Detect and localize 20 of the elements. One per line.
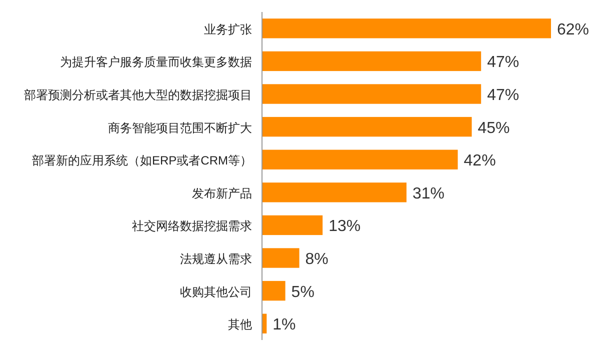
data-label: 1%: [272, 316, 296, 334]
y-tick-label: 商务智能项目范围不断扩大: [108, 120, 252, 135]
y-tick-label: 为提升客户服务质量而收集更多数据: [60, 55, 252, 70]
y-tick-label: 业务扩张: [204, 22, 252, 36]
data-label: 62%: [557, 21, 590, 38]
data-label: 42%: [464, 152, 496, 170]
y-tick-label: 部署新的应用系统（如ERP或者CRM等）: [32, 154, 252, 168]
data-label: 13%: [328, 218, 361, 236]
y-tick-label: 部署预测分析或者其他大型的数据挖掘项目: [24, 88, 252, 102]
data-label: 5%: [291, 284, 314, 301]
data-label: 47%: [487, 87, 520, 104]
y-tick-label: 收购其他公司: [180, 284, 252, 299]
y-tick-label: 发布新产品: [192, 186, 252, 200]
data-label: 31%: [412, 185, 445, 202]
y-tick-label: 法规遵从需求: [180, 252, 252, 266]
data-label: 45%: [478, 120, 510, 137]
data-label: 8%: [305, 251, 328, 268]
data-label: 47%: [487, 54, 520, 72]
y-tick-label: 社交网络数据挖掘需求: [132, 219, 252, 234]
y-tick-label: 其他: [228, 318, 252, 332]
